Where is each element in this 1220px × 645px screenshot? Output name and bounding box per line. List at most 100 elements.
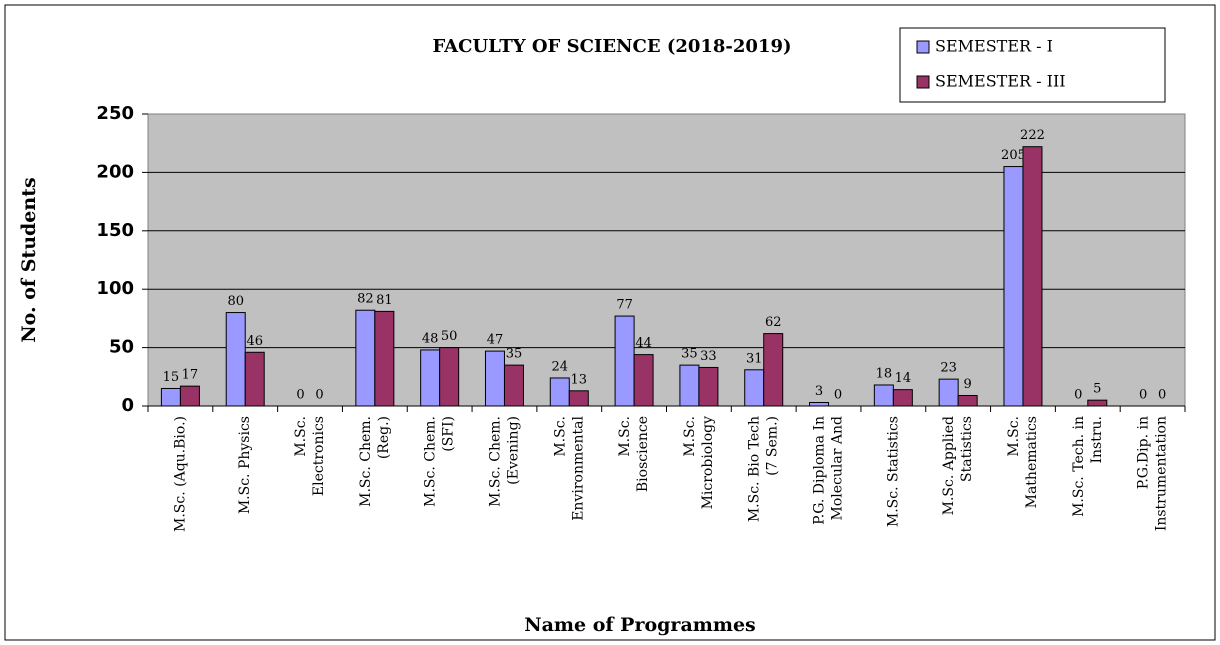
bar	[374, 310, 395, 407]
data-label: 80	[227, 294, 244, 309]
bar	[420, 349, 441, 407]
x-tick-label: M.Sc.	[617, 416, 633, 457]
data-label: 0	[315, 388, 323, 403]
x-tick-label: M.Sc.	[293, 416, 309, 457]
data-label: 35	[506, 347, 523, 362]
data-label: 81	[376, 293, 393, 308]
x-tick-label: Instrumentation	[1154, 416, 1170, 531]
data-label: 77	[616, 298, 633, 313]
bar	[1087, 399, 1108, 407]
y-tick-label: 100	[96, 278, 134, 299]
data-label: 0	[1074, 388, 1082, 403]
x-tick-label: M.Sc.	[1006, 416, 1022, 457]
x-tick-label: M.Sc. Applied	[941, 416, 957, 515]
data-label: 17	[182, 368, 199, 383]
y-tick-label: 250	[96, 103, 134, 124]
bar	[698, 366, 719, 407]
x-tick-label: M.Sc. Chem.	[487, 416, 503, 507]
bar	[1003, 166, 1024, 407]
bar	[244, 351, 265, 407]
x-tick-label: M.Sc. Tech. in	[1071, 416, 1087, 517]
x-tick-label: Electronics	[311, 416, 327, 496]
data-label: 13	[571, 372, 588, 387]
bar	[549, 377, 570, 407]
bar	[484, 350, 505, 407]
x-tick-label: M.Sc. Bio Tech	[747, 416, 763, 522]
data-label: 0	[1158, 388, 1166, 403]
x-tick-label: M.Sc. Chem.	[423, 416, 439, 507]
data-label: 3	[815, 384, 823, 399]
data-label: 48	[422, 331, 439, 346]
x-tick-label: Molecular And	[830, 416, 846, 520]
data-label: 50	[441, 329, 458, 344]
data-label: 18	[876, 366, 893, 381]
x-tick-label: M.Sc. (Aqu.Bio.)	[172, 416, 188, 532]
y-tick-label: 200	[96, 161, 134, 182]
legend-swatch	[916, 40, 930, 54]
x-axis-label: Name of Programmes	[524, 614, 756, 636]
x-tick-label: Mathematics	[1024, 416, 1040, 508]
bar	[614, 315, 635, 407]
x-tick-label: Environmental	[570, 415, 586, 520]
data-label: 23	[940, 361, 957, 376]
chart-title: FACULTY OF SCIENCE (2018-2019)	[432, 36, 791, 57]
x-tick-label: Statistics	[959, 416, 975, 482]
x-tick-label: (Evening)	[505, 416, 521, 485]
bar	[503, 364, 524, 407]
x-tick-label: M.Sc. Physics	[237, 416, 253, 514]
x-tick-label: P.G. Diploma In	[812, 416, 828, 525]
x-tick-label: (Reg.)	[376, 416, 392, 459]
bar	[957, 394, 978, 407]
legend-label: SEMESTER - III	[935, 72, 1066, 91]
data-label: 222	[1020, 128, 1045, 143]
data-label: 31	[746, 351, 763, 366]
x-tick-label: (SFI)	[441, 416, 457, 452]
bar	[568, 390, 589, 407]
data-label: 33	[700, 349, 717, 364]
y-tick-label: 150	[96, 220, 134, 241]
bar	[744, 369, 765, 407]
bar	[439, 347, 460, 407]
x-tick-label: Instru.	[1089, 416, 1105, 464]
data-label: 82	[357, 292, 374, 307]
y-axis-label: No. of Students	[18, 177, 40, 342]
bar	[763, 333, 784, 407]
bar	[1022, 146, 1043, 407]
data-label: 14	[895, 371, 912, 386]
bar	[938, 378, 959, 407]
y-tick-label: 0	[121, 395, 134, 416]
y-tick-label: 50	[109, 337, 134, 358]
data-label: 47	[487, 333, 504, 348]
x-tick-label: Microbiology	[700, 416, 716, 510]
legend-label: SEMESTER - I	[935, 37, 1053, 56]
x-tick-label: P.G.Dip. in	[1136, 416, 1152, 489]
data-label: 9	[964, 377, 972, 392]
bar	[225, 312, 246, 407]
data-label: 5	[1093, 382, 1101, 397]
x-tick-label: M.Sc. Chem.	[358, 416, 374, 507]
bar	[873, 384, 894, 407]
bar	[679, 364, 700, 407]
data-label: 62	[765, 315, 782, 330]
bar	[809, 401, 830, 407]
data-label: 44	[635, 336, 652, 351]
data-label: 15	[163, 370, 180, 385]
x-tick-label: M.Sc. Statistics	[885, 416, 901, 527]
x-tick-label: M.Sc.	[552, 416, 568, 457]
bar	[160, 387, 181, 407]
legend-swatch	[916, 75, 930, 89]
bar	[633, 354, 654, 407]
data-label: 46	[246, 334, 263, 349]
data-label: 205	[1001, 148, 1026, 163]
x-tick-label: M.Sc.	[682, 416, 698, 457]
legend	[899, 27, 1166, 103]
data-label: 24	[552, 359, 569, 374]
data-label: 0	[1139, 388, 1147, 403]
bar	[355, 309, 376, 407]
data-label: 0	[834, 388, 842, 403]
x-tick-label: (7 Sem.)	[765, 416, 781, 476]
data-label: 35	[681, 347, 698, 362]
bar	[179, 385, 200, 407]
bar	[892, 389, 913, 407]
